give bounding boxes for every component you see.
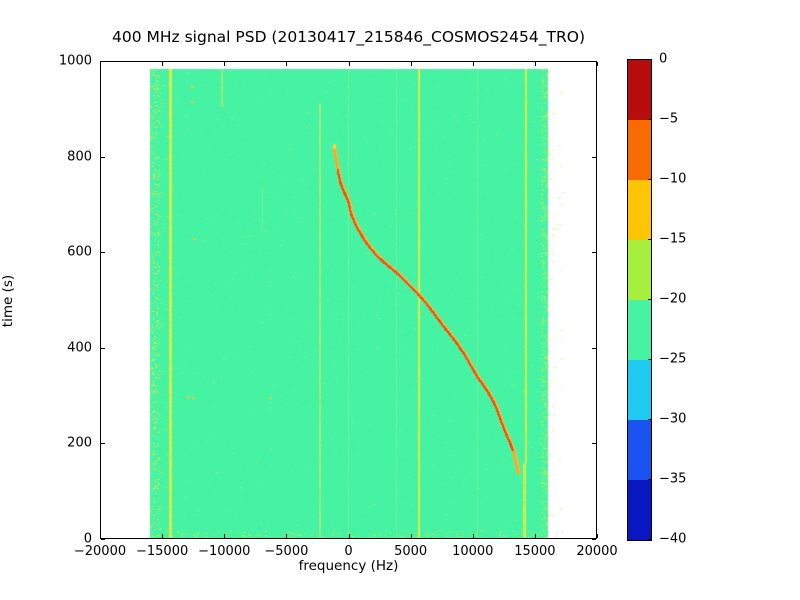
colorbar-tick-mark [648,419,652,420]
colorbar-tick-label: −35 [659,471,687,487]
colorbar-band [628,420,651,480]
colorbar-band [628,180,651,240]
colorbar-tick-label: −10 [659,171,687,187]
x-tick-mark [597,534,598,538]
colorbar-tick-label: −25 [659,351,687,367]
x-tick-label: −15000 [136,544,189,559]
colorbar-tick-mark [648,299,652,300]
y-axis-label: time (s) [0,274,16,328]
colorbar-tick-label: −30 [659,411,687,427]
y-tick-label: 600 [67,244,92,260]
y-tick-label: 400 [67,340,92,356]
x-tick-label: 0 [344,544,353,559]
colorbar-tick-label: −20 [659,291,687,307]
colorbar-tick-mark [648,179,652,180]
y-tick-label: 0 [83,531,92,547]
y-tick-mark [592,539,596,540]
colorbar-tick-mark [648,239,652,240]
colorbar-band [628,240,651,300]
colorbar-band [628,480,651,540]
colorbar-tick-label: −40 [659,531,687,547]
colorbar-band [628,360,651,420]
colorbar [627,59,652,541]
x-tick-label: 5000 [394,544,428,559]
colorbar-tick-mark [648,119,652,120]
colorbar-tick-label: −5 [659,111,679,127]
colorbar-tick-mark [648,359,652,360]
colorbar-tick-mark [648,479,652,480]
y-tick-mark [101,539,105,540]
plot-area [100,61,597,539]
spectrogram-canvas [100,61,597,539]
colorbar-tick-mark [648,59,652,60]
chart-title: 400 MHz signal PSD (20130417_215846_COSM… [112,28,585,46]
x-tick-mark [597,62,598,66]
x-tick-label: 15000 [514,544,556,559]
y-tick-label: 800 [67,149,92,165]
colorbar-band [628,60,651,120]
x-axis-label: frequency (Hz) [298,558,399,574]
x-tick-label: −10000 [198,544,251,559]
colorbar-tick-label: −15 [659,231,687,247]
colorbar-band [628,120,651,180]
colorbar-band [628,300,651,360]
y-tick-label: 1000 [58,53,92,69]
x-tick-label: −5000 [264,544,309,559]
y-tick-label: 200 [67,435,92,451]
colorbar-tick-label: 0 [659,51,668,67]
colorbar-tick-mark [648,539,652,540]
x-tick-label: −20000 [73,544,127,559]
x-tick-label: 20000 [576,544,618,559]
x-tick-label: 10000 [452,544,494,559]
